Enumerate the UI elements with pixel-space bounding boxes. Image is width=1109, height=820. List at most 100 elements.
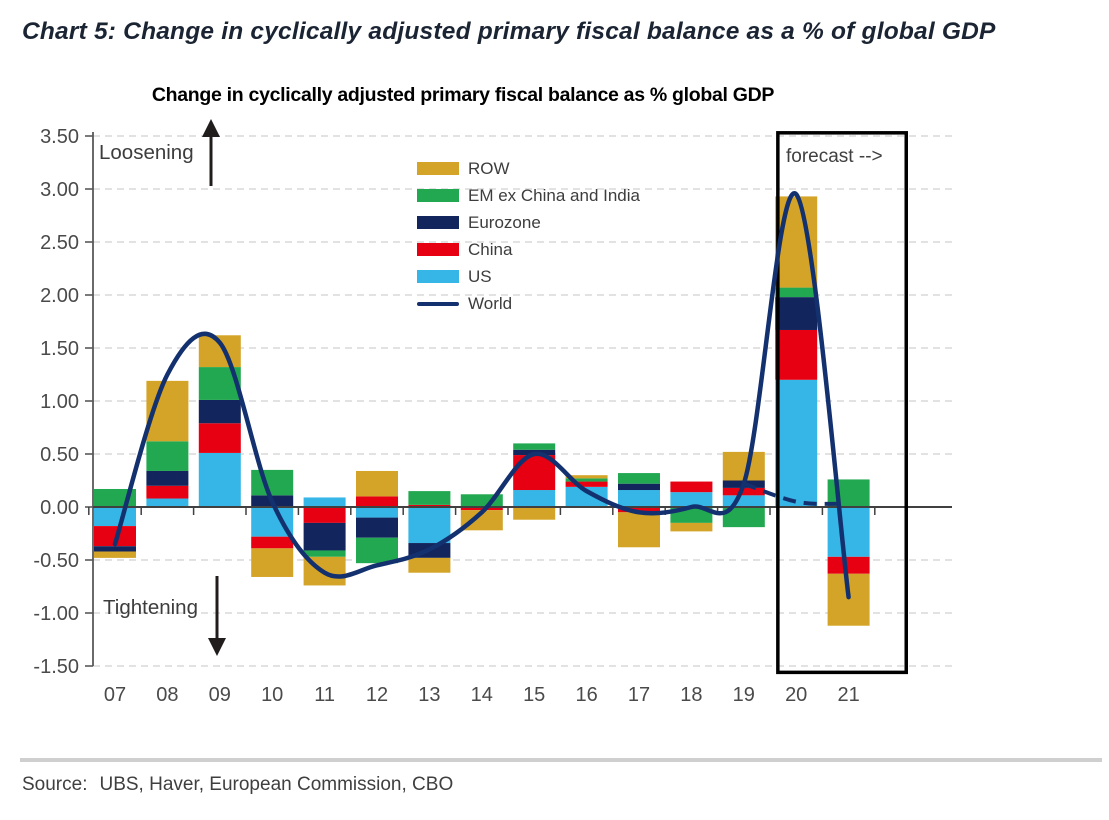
bar-segment — [303, 507, 346, 523]
loosening-label: Loosening — [99, 141, 194, 164]
bar-segment — [670, 481, 713, 493]
source-label: Source: — [22, 774, 88, 795]
bar-segment — [513, 490, 556, 507]
x-axis-tick-label: 17 — [628, 684, 650, 706]
source-line: Source: UBS, Haver, European Commission, … — [22, 774, 453, 796]
legend-item-china: China — [417, 236, 640, 263]
legend-swatch-china — [417, 243, 459, 256]
bar-segment — [670, 492, 713, 507]
bar-segment — [827, 556, 870, 574]
bar-segment — [565, 475, 608, 479]
x-axis-tick-label: 15 — [523, 684, 545, 706]
bar-segment — [513, 507, 556, 520]
x-axis-tick-label: 20 — [785, 684, 807, 706]
bar-segment — [775, 329, 818, 380]
bar-segment — [460, 510, 503, 531]
bar-segment — [303, 550, 346, 557]
world-line — [112, 191, 851, 600]
legend-swatch-us — [417, 270, 459, 283]
bar-segment — [356, 470, 398, 497]
y-axis-tick-label: 0.00 — [40, 497, 79, 519]
bar-segment — [565, 478, 608, 482]
bar-segment — [618, 473, 660, 484]
bar-segment — [408, 504, 451, 507]
legend-swatch-row — [417, 162, 459, 175]
bar-segment — [775, 297, 818, 330]
forecast-label: forecast --> — [786, 146, 883, 167]
divider-rule — [20, 758, 1102, 762]
bar-segment — [722, 495, 765, 507]
x-axis-tick-label: 09 — [209, 684, 231, 706]
y-axis-tick-label: 1.00 — [40, 391, 79, 413]
y-axis-tick-label: 2.00 — [40, 285, 79, 307]
legend-swatch-em — [417, 189, 459, 202]
y-axis-tick-label: 1.50 — [40, 338, 79, 360]
legend-swatch-eurozone — [417, 216, 459, 229]
x-axis-tick-label: 19 — [733, 684, 755, 706]
bar-segment — [408, 491, 451, 505]
x-axis-tick-label: 11 — [314, 684, 335, 706]
bar-segment — [618, 507, 660, 513]
legend-label-world: World — [468, 293, 513, 313]
y-axis-tick-label: 3.50 — [40, 126, 79, 148]
legend-item-eurozone: Eurozone — [417, 209, 640, 236]
tightening-arrow-head — [208, 638, 226, 656]
bar-segment — [251, 548, 294, 577]
legend-item-row: ROW — [417, 155, 640, 182]
bar-segment — [356, 507, 398, 518]
bar-segment — [356, 537, 398, 564]
x-axis-tick-label: 18 — [680, 684, 702, 706]
bar-segment — [146, 485, 189, 499]
bar-segment — [94, 551, 136, 558]
y-axis-tick-label: 3.00 — [40, 179, 79, 201]
y-axis-tick-label: -1.00 — [33, 603, 79, 625]
bar-segment — [618, 483, 660, 491]
tightening-label: Tightening — [103, 596, 198, 619]
legend-label-em: EM ex China and India — [468, 185, 640, 205]
x-axis-tick-label: 13 — [418, 684, 440, 706]
x-axis-tick-label: 10 — [261, 684, 283, 706]
x-axis-tick-label: 14 — [471, 684, 493, 706]
bar-segment — [408, 557, 451, 573]
legend-item-em: EM ex China and India — [417, 182, 640, 209]
legend-line-swatch-world — [417, 301, 459, 306]
bar-segment — [618, 512, 660, 548]
legend-item-world: World — [417, 290, 640, 317]
bar-segment — [94, 507, 136, 527]
loosening-arrow-head — [202, 119, 220, 137]
legend-label-china: China — [468, 239, 513, 259]
y-axis-tick-label: 2.50 — [40, 232, 79, 254]
page-title: Chart 5: Change in cyclically adjusted p… — [22, 18, 996, 45]
bar-segment — [303, 522, 346, 551]
source-text: UBS, Haver, European Commission, CBO — [99, 774, 454, 795]
bar-segment — [722, 507, 765, 528]
bar-segment — [565, 486, 608, 507]
bar-segment — [775, 379, 818, 507]
legend-label-row: ROW — [468, 158, 510, 178]
bar-segment — [513, 443, 556, 450]
bar-segment — [198, 423, 241, 453]
chart-title: Change in cyclically adjusted primary fi… — [151, 84, 775, 106]
world-forecast-dashed-line — [743, 481, 841, 506]
bar-segment — [146, 470, 189, 486]
bar-segment — [356, 517, 398, 538]
legend-label-eurozone: Eurozone — [468, 212, 541, 232]
y-axis-tick-label: 0.50 — [40, 444, 79, 466]
bar-segment — [251, 536, 294, 549]
bar-segment — [460, 507, 503, 511]
x-axis-tick-label: 07 — [104, 684, 126, 706]
bar-segment — [303, 497, 346, 507]
bar-segment — [670, 522, 713, 532]
bar-segment — [94, 546, 136, 552]
x-axis-tick-label: 08 — [156, 684, 178, 706]
y-axis-tick-label: -1.50 — [33, 656, 79, 678]
chart-canvas: 3.50 3.00 2.50 2.00 1.50 1.00 0.50 0.00 -0.50 -1.… — [33, 119, 952, 706]
x-axis-tick-label: 21 — [837, 684, 859, 706]
bar-segment — [408, 507, 451, 544]
bar-segment — [198, 452, 241, 507]
forecast-box — [776, 131, 908, 675]
legend-item-us: US — [417, 263, 640, 290]
chart-legend: ROW EM ex China and India Eurozone China… — [417, 155, 640, 317]
y-axis-tick-label: -0.50 — [33, 550, 79, 572]
